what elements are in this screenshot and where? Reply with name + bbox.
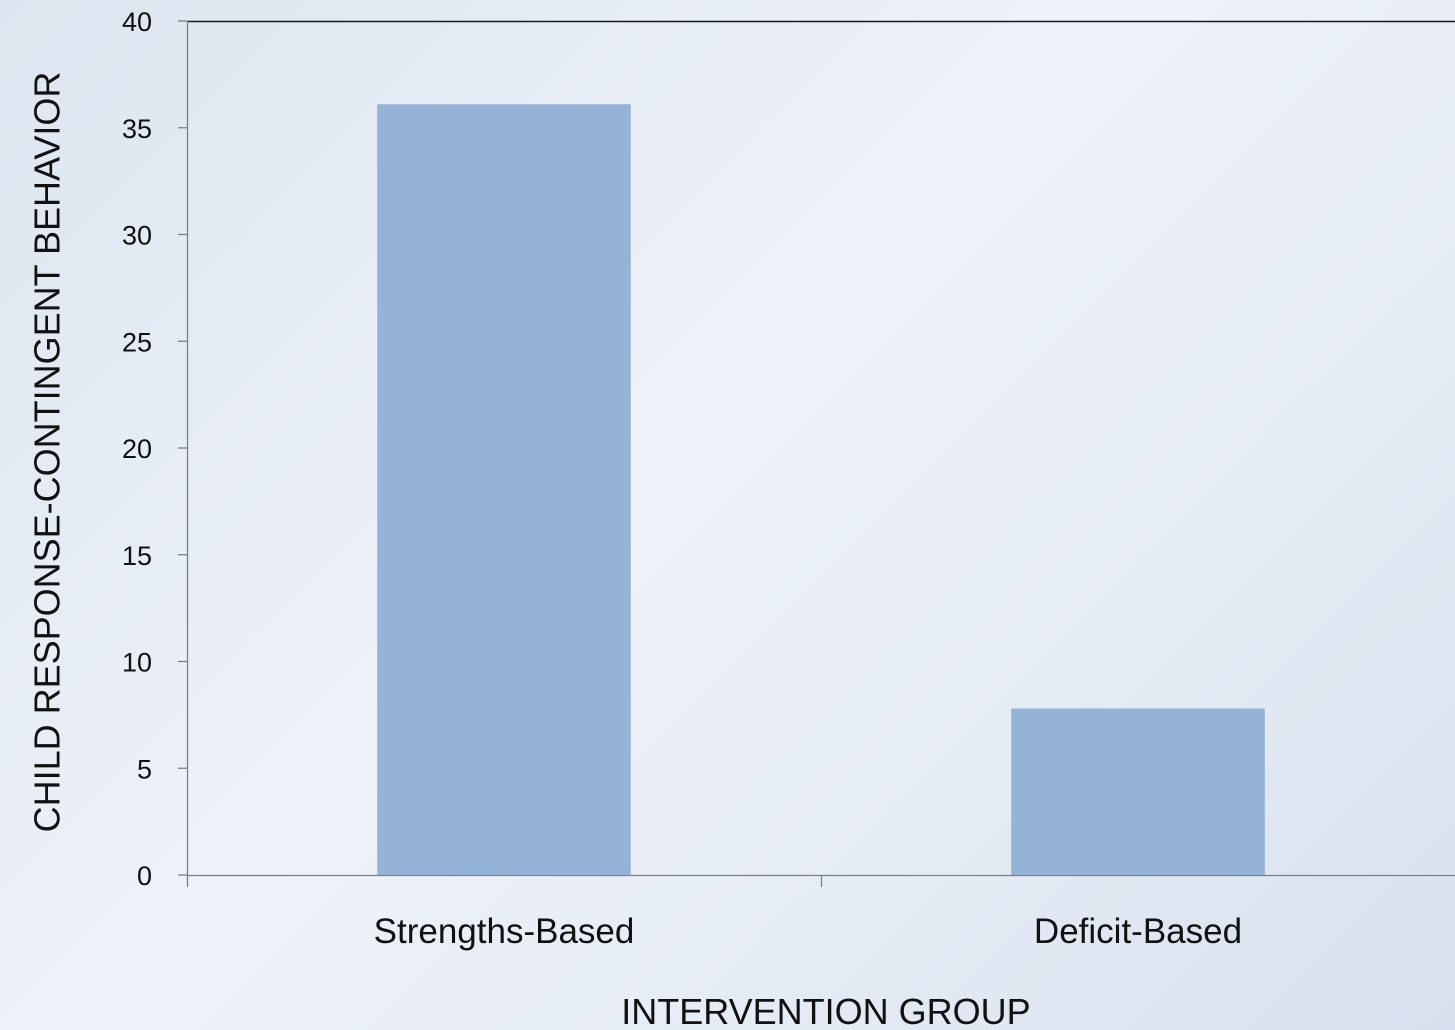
y-axis: 0 5 10 15 20 25 30 35 40 [122,7,189,891]
y-tick-label: 5 [137,754,152,784]
y-tick-label: 0 [137,861,152,891]
x-category-label: Strengths-Based [374,912,635,951]
bars [377,104,1265,875]
y-tick-label: 30 [122,221,152,251]
x-axis: Strengths-Based Deficit-Based [186,874,1455,951]
y-tick-label: 35 [122,114,152,144]
y-tick-label: 25 [122,327,152,357]
y-tick-label: 20 [122,434,152,464]
y-tick-label: 10 [122,648,152,678]
x-category-label: Deficit-Based [1034,912,1242,951]
bar [1011,708,1265,875]
x-axis-title: INTERVENTION GROUP [621,991,1030,1030]
y-tick-label: 15 [122,541,152,571]
y-axis-title: CHILD RESPONSE-CONTINGENT BEHAVIOR [27,72,68,833]
y-tick-label: 40 [122,7,152,37]
bar [377,104,631,875]
